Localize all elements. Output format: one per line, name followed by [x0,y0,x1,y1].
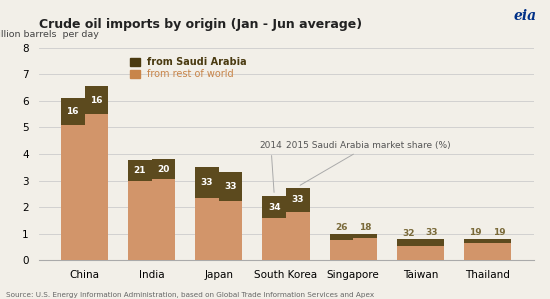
Bar [128,160,152,181]
Bar [286,212,310,260]
Text: 19: 19 [470,228,482,237]
Bar [152,179,175,260]
Text: 33: 33 [201,178,213,187]
Bar [262,218,286,260]
Bar [286,188,310,212]
Text: 16: 16 [90,96,102,105]
Bar [152,159,175,179]
Bar [262,196,286,218]
Text: 2014: 2014 [260,141,282,192]
Text: 33: 33 [292,195,304,205]
Text: 21: 21 [134,166,146,175]
Text: Crude oil imports by origin (Jan - Jun average): Crude oil imports by origin (Jan - Jun a… [39,19,362,31]
Bar [420,246,444,260]
Text: 20: 20 [157,165,169,174]
Bar [353,238,377,260]
Bar [195,167,219,198]
Bar [329,234,353,240]
Bar [195,198,219,260]
Bar [61,125,85,260]
Bar [487,243,511,260]
Text: 19: 19 [493,228,505,237]
Text: Source: U.S. Energy Information Administration, based on Global Trade Informatio: Source: U.S. Energy Information Administ… [6,292,373,298]
Bar [487,239,511,243]
Text: 2015 Saudi Arabia market share (%): 2015 Saudi Arabia market share (%) [286,141,450,185]
Bar [397,246,420,260]
Text: eia: eia [513,9,536,23]
Bar [85,114,108,260]
Text: 33: 33 [426,228,438,237]
Text: 18: 18 [359,223,371,232]
Bar [464,239,487,243]
Text: 26: 26 [335,223,348,232]
Bar [219,201,243,260]
Text: 33: 33 [224,182,237,191]
Bar [128,181,152,260]
Bar [464,243,487,260]
Bar [420,239,444,246]
Text: 16: 16 [67,107,79,116]
Legend: from Saudi Arabia, from rest of world: from Saudi Arabia, from rest of world [130,57,247,79]
Bar [85,86,108,114]
Text: million barrels  per day: million barrels per day [0,30,99,39]
Text: 32: 32 [402,228,415,238]
Bar [61,98,85,125]
Text: 34: 34 [268,203,280,212]
Bar [329,240,353,260]
Bar [353,234,377,238]
Bar [397,239,420,246]
Bar [219,172,243,201]
